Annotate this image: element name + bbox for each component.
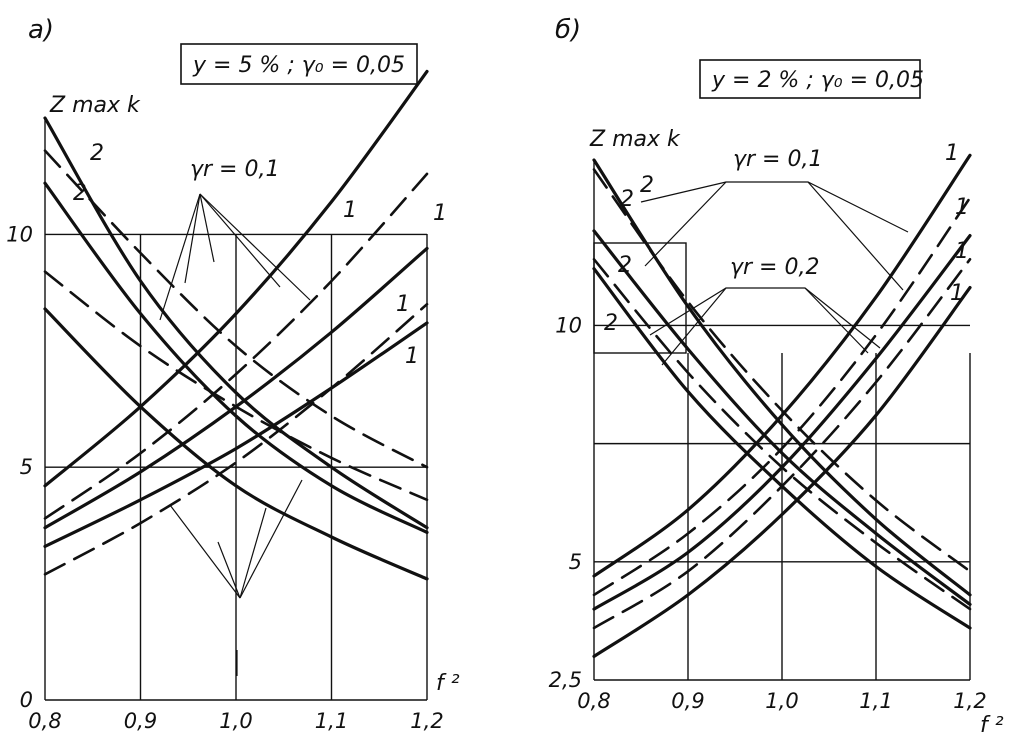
panel-a-x-tick-0: 0,8 (28, 709, 61, 733)
panel-b-ticks: 0,8 0,9 1,0 1,1 1,2 2,5 5 10 (549, 313, 987, 713)
panel-a-y-tick-0: 0 (20, 688, 33, 712)
leader-line-a1 (159, 193, 201, 321)
leader-b-gamma2-left (661, 287, 727, 366)
panel-b-label: б) (555, 15, 581, 45)
leader-line-a3 (199, 193, 215, 263)
panel-a-x-tick-2: 1,0 (219, 709, 252, 733)
panel-b-y-tick-2: 10 (555, 313, 582, 337)
panel-a-series-0 (43, 116, 429, 530)
panel-b-series-2 (592, 229, 972, 606)
panel-b-annot-curve-1d: 1 (950, 281, 964, 306)
leader-b-gamma2-top (649, 287, 881, 349)
panel-a-label: а) (28, 15, 54, 45)
panel-b-annot-curve-2c: 2 (618, 253, 632, 278)
panel-a-xlabel: f ² (436, 671, 460, 696)
leader-b-gamma1-left (644, 181, 727, 267)
panel-b-series-6 (592, 196, 972, 597)
panel-a-curves (43, 69, 429, 581)
panel-b-x-tick-0: 0,8 (577, 689, 610, 713)
leader-line-a9 (239, 479, 303, 599)
panel-a-x-tick-3: 1,1 (315, 709, 348, 733)
panel-a-series-4 (43, 307, 429, 581)
panel-b-params-text: y = 2 % ; γ₀ = 0,05 (711, 68, 924, 93)
panel-b-y-tick-1: 5 (569, 550, 582, 574)
panel-b-ylabel: Z max k (589, 127, 681, 152)
leader-b-gamma1-right (807, 181, 904, 291)
panel-a-annot-curve-2b: 2 (73, 181, 87, 206)
panel-a-x-tick-4: 1,2 (410, 709, 443, 733)
panel-b-annot-curve-1b: 1 (955, 195, 969, 220)
leader-line-a4 (199, 193, 281, 288)
panel-b-x-tick-2: 1,0 (765, 689, 798, 713)
panel-a-y-tick-1: 5 (20, 455, 33, 479)
panel-b-series-9 (592, 286, 972, 658)
panel-b-y-tick-0: 2,5 (549, 668, 582, 692)
panel-a-params-box (180, 43, 418, 85)
panel-b-inset-frame (593, 242, 687, 354)
chart-panel-b: б) y = 2 % ; γ₀ = 0,05 Z max k f ² γr = … (549, 15, 1004, 738)
panel-b-grid (593, 160, 971, 681)
panel-b-params-box (699, 59, 921, 99)
panel-b-curves (592, 153, 972, 658)
panel-b-annot-curve-2b: 2 (640, 173, 654, 198)
panel-a-series-2 (43, 181, 429, 534)
panel-a-x-tick-1: 0,9 (124, 709, 157, 733)
panel-a-ticks: 0,8 0,9 1,0 1,1 1,2 0 5 10 (6, 222, 443, 733)
panel-b-x-tick-1: 0,9 (671, 689, 704, 713)
panel-a-series-6 (43, 172, 429, 520)
panel-b-series-1 (592, 168, 972, 573)
panel-a-annot-curve-1a: 1 (343, 198, 357, 223)
panel-b-x-tick-3: 1,1 (859, 689, 892, 713)
panel-a-leader-lines (159, 193, 311, 676)
leader-b-gamma1-top (640, 181, 909, 233)
panel-b-leader-lines (640, 181, 909, 366)
panel-a-series-1 (43, 149, 429, 469)
panel-b-series-7 (592, 234, 972, 611)
panel-b-annot-curve-2d: 2 (604, 311, 618, 336)
leader-b-gamma2-right (804, 287, 869, 354)
panel-a-params-text: y = 5 % ; γ₀ = 0,05 (192, 53, 405, 78)
chart-panel-a: а) y = 5 % ; γ₀ = 0,05 Z max k f ² γr = … (6, 15, 459, 733)
panel-b-series-5 (592, 153, 972, 578)
leader-line-a5 (199, 193, 311, 301)
panel-b-annot-curve-2a: 2 (620, 187, 634, 212)
leader-line-a6 (169, 504, 241, 599)
panel-a-series-5 (43, 69, 429, 488)
panel-b-annot-curve-1c: 1 (955, 239, 969, 264)
panel-a-ylabel: Z max k (49, 93, 141, 118)
panel-a-annot-curve-1c: 1 (396, 292, 410, 317)
panel-b-xlabel: f ² (980, 713, 1004, 738)
panel-b-series-0 (592, 158, 972, 597)
panel-a-series-8 (43, 302, 429, 576)
panel-b-series-3 (592, 258, 972, 611)
panel-b-annot-curve-1a: 1 (945, 141, 959, 166)
panel-a-series-9 (43, 321, 429, 548)
panel-b-x-tick-4: 1,2 (953, 689, 986, 713)
leader-line-a7 (217, 541, 241, 599)
panel-a-series-7 (43, 246, 429, 530)
panel-a-annot-gamma-r: γr = 0,1 (190, 157, 279, 182)
panel-a-annot-curve-2a: 2 (90, 141, 104, 166)
panel-a-annot-curve-1d: 1 (405, 344, 419, 369)
panel-a-grid (44, 118, 428, 701)
panel-b-series-8 (592, 258, 972, 630)
panel-a-annot-curve-1b: 1 (433, 201, 447, 226)
panel-a-y-tick-2: 10 (6, 222, 33, 246)
panel-b-annot-gamma-r-02: γr = 0,2 (730, 255, 819, 280)
panel-b-annot-gamma-r-01: γr = 0,1 (733, 147, 822, 172)
leader-line-a8 (239, 507, 267, 599)
leader-line-a2 (184, 193, 201, 284)
